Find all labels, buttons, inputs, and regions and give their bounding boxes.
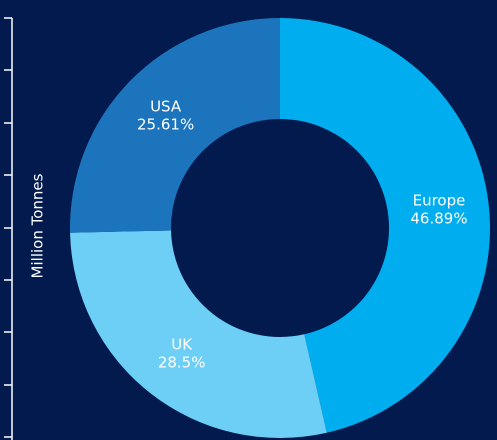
slice	[280, 18, 491, 433]
y-axis-label: Million Tonnes	[29, 173, 47, 278]
slice-name: Europe	[413, 192, 466, 210]
slices	[69, 18, 491, 438]
slice-name: UK	[171, 336, 193, 354]
slice-value: 25.61%	[137, 116, 194, 134]
slice-value: 28.5%	[158, 354, 206, 372]
slice-value: 46.89%	[410, 210, 467, 228]
axis	[4, 17, 13, 440]
slice-name: USA	[150, 98, 182, 116]
slice	[70, 230, 327, 438]
slice	[69, 18, 280, 233]
